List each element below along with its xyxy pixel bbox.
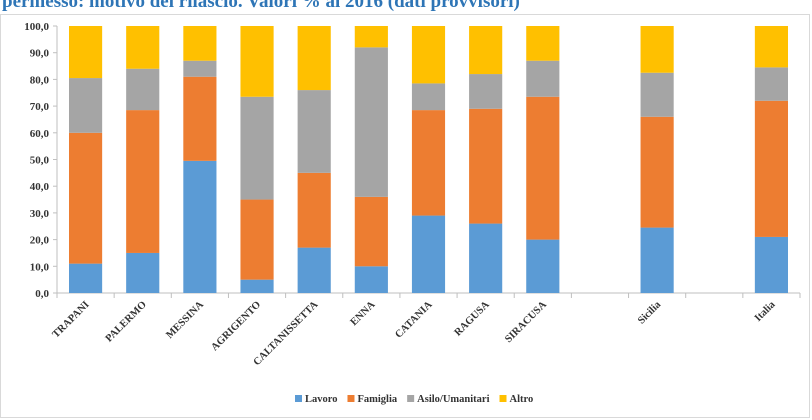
y-tick-label: 60,0 — [30, 128, 50, 140]
bar-caltanissetta-famiglia — [297, 172, 331, 248]
y-tick-label: 10,0 — [30, 261, 50, 273]
y-tick-label: 40,0 — [30, 181, 50, 193]
bar-agrigento-asilo-umanitari — [240, 96, 274, 200]
chart-title: permesso: motivo del rilascio. Valori % … — [2, 0, 520, 12]
x-category-label: PALERMO — [104, 299, 149, 344]
bar-messina-lavoro — [183, 160, 217, 293]
bar-enna-famiglia — [354, 196, 388, 267]
chart-area — [0, 14, 810, 418]
legend-swatch-altro — [499, 395, 507, 402]
legend-label: Asilo/Umanitari — [417, 394, 489, 405]
bar-trapani-altro — [69, 26, 103, 79]
y-tick-label: 70,0 — [30, 101, 50, 113]
bar-messina-altro — [183, 26, 217, 61]
bar-italia-asilo-umanitari — [754, 67, 788, 101]
bar-sicilia-famiglia — [640, 116, 674, 228]
bar-italia-altro — [754, 26, 788, 68]
bar-trapani-famiglia — [69, 132, 103, 264]
legend-swatch-famiglia — [347, 395, 355, 402]
x-category-label: RAGUSA — [453, 299, 492, 338]
bar-enna-asilo-umanitari — [354, 47, 388, 197]
bar-agrigento-lavoro — [240, 279, 274, 293]
bar-caltanissetta-lavoro — [297, 247, 331, 293]
legend-label: Famiglia — [357, 394, 397, 405]
legend-label: Altro — [510, 394, 534, 405]
bar-italia-famiglia — [754, 100, 788, 237]
x-category-label: Sicilia — [636, 299, 664, 327]
bar-ragusa-altro — [469, 26, 503, 75]
y-tick-label: 50,0 — [30, 155, 50, 167]
bar-messina-famiglia — [183, 76, 217, 161]
bar-catania-asilo-umanitari — [411, 83, 446, 111]
legend-swatch-asilo-umanitari — [407, 395, 415, 402]
bar-catania-famiglia — [411, 110, 446, 216]
bar-sicilia-lavoro — [640, 227, 674, 293]
bar-enna-lavoro — [354, 266, 388, 293]
x-category-label: SIRACUSA — [503, 299, 549, 345]
bar-trapani-asilo-umanitari — [69, 78, 103, 133]
bar-agrigento-altro — [240, 26, 274, 97]
bar-ragusa-asilo-umanitari — [469, 74, 503, 109]
bar-sicilia-altro — [640, 26, 674, 73]
y-tick-label: 30,0 — [30, 208, 50, 220]
bar-sicilia-asilo-umanitari — [640, 72, 674, 117]
bar-catania-altro — [411, 26, 446, 84]
bar-catania-lavoro — [411, 215, 446, 293]
bar-agrigento-famiglia — [240, 199, 274, 280]
bar-palermo-altro — [126, 26, 160, 69]
bar-siracusa-asilo-umanitari — [526, 60, 560, 97]
bar-messina-asilo-umanitari — [183, 60, 217, 77]
legend-label: Lavoro — [305, 394, 337, 405]
bar-palermo-famiglia — [126, 110, 160, 253]
bar-italia-lavoro — [754, 236, 788, 293]
bar-trapani-lavoro — [69, 263, 103, 293]
x-category-label: AGRIGENTO — [209, 299, 263, 353]
bar-palermo-lavoro — [126, 252, 160, 293]
x-category-label: CATANIA — [393, 299, 435, 341]
bar-caltanissetta-altro — [297, 26, 331, 91]
x-category-label: TRAPANI — [51, 299, 92, 340]
bar-siracusa-altro — [526, 26, 560, 61]
y-tick-label: 20,0 — [30, 235, 50, 247]
bar-siracusa-famiglia — [526, 96, 560, 240]
bar-ragusa-lavoro — [469, 223, 503, 293]
bar-siracusa-lavoro — [526, 239, 560, 293]
x-category-label: MESSINA — [164, 299, 206, 341]
y-tick-label: 80,0 — [30, 74, 50, 86]
legend-swatch-lavoro — [295, 395, 302, 402]
bar-enna-altro — [354, 26, 388, 48]
bar-caltanissetta-asilo-umanitari — [297, 90, 331, 173]
x-category-label: CALTANISSETTA — [252, 299, 321, 368]
x-category-label: ENNA — [349, 299, 378, 328]
bar-ragusa-famiglia — [469, 108, 503, 224]
bar-palermo-asilo-umanitari — [126, 68, 160, 111]
x-category-label: Italia — [753, 299, 778, 324]
y-tick-label: 0,0 — [35, 288, 49, 300]
y-tick-label: 90,0 — [30, 48, 50, 60]
y-tick-label: 100,0 — [24, 21, 49, 33]
